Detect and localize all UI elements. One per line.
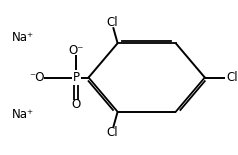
Text: Na⁺: Na⁺ bbox=[12, 108, 34, 121]
Text: O⁻: O⁻ bbox=[69, 44, 84, 57]
Text: Cl: Cl bbox=[106, 126, 118, 139]
Text: Cl: Cl bbox=[226, 71, 238, 84]
Text: ⁻O: ⁻O bbox=[29, 71, 45, 84]
Text: O: O bbox=[72, 98, 81, 111]
Text: Na⁺: Na⁺ bbox=[12, 31, 34, 44]
Text: P: P bbox=[73, 71, 80, 84]
Text: Cl: Cl bbox=[106, 16, 118, 29]
